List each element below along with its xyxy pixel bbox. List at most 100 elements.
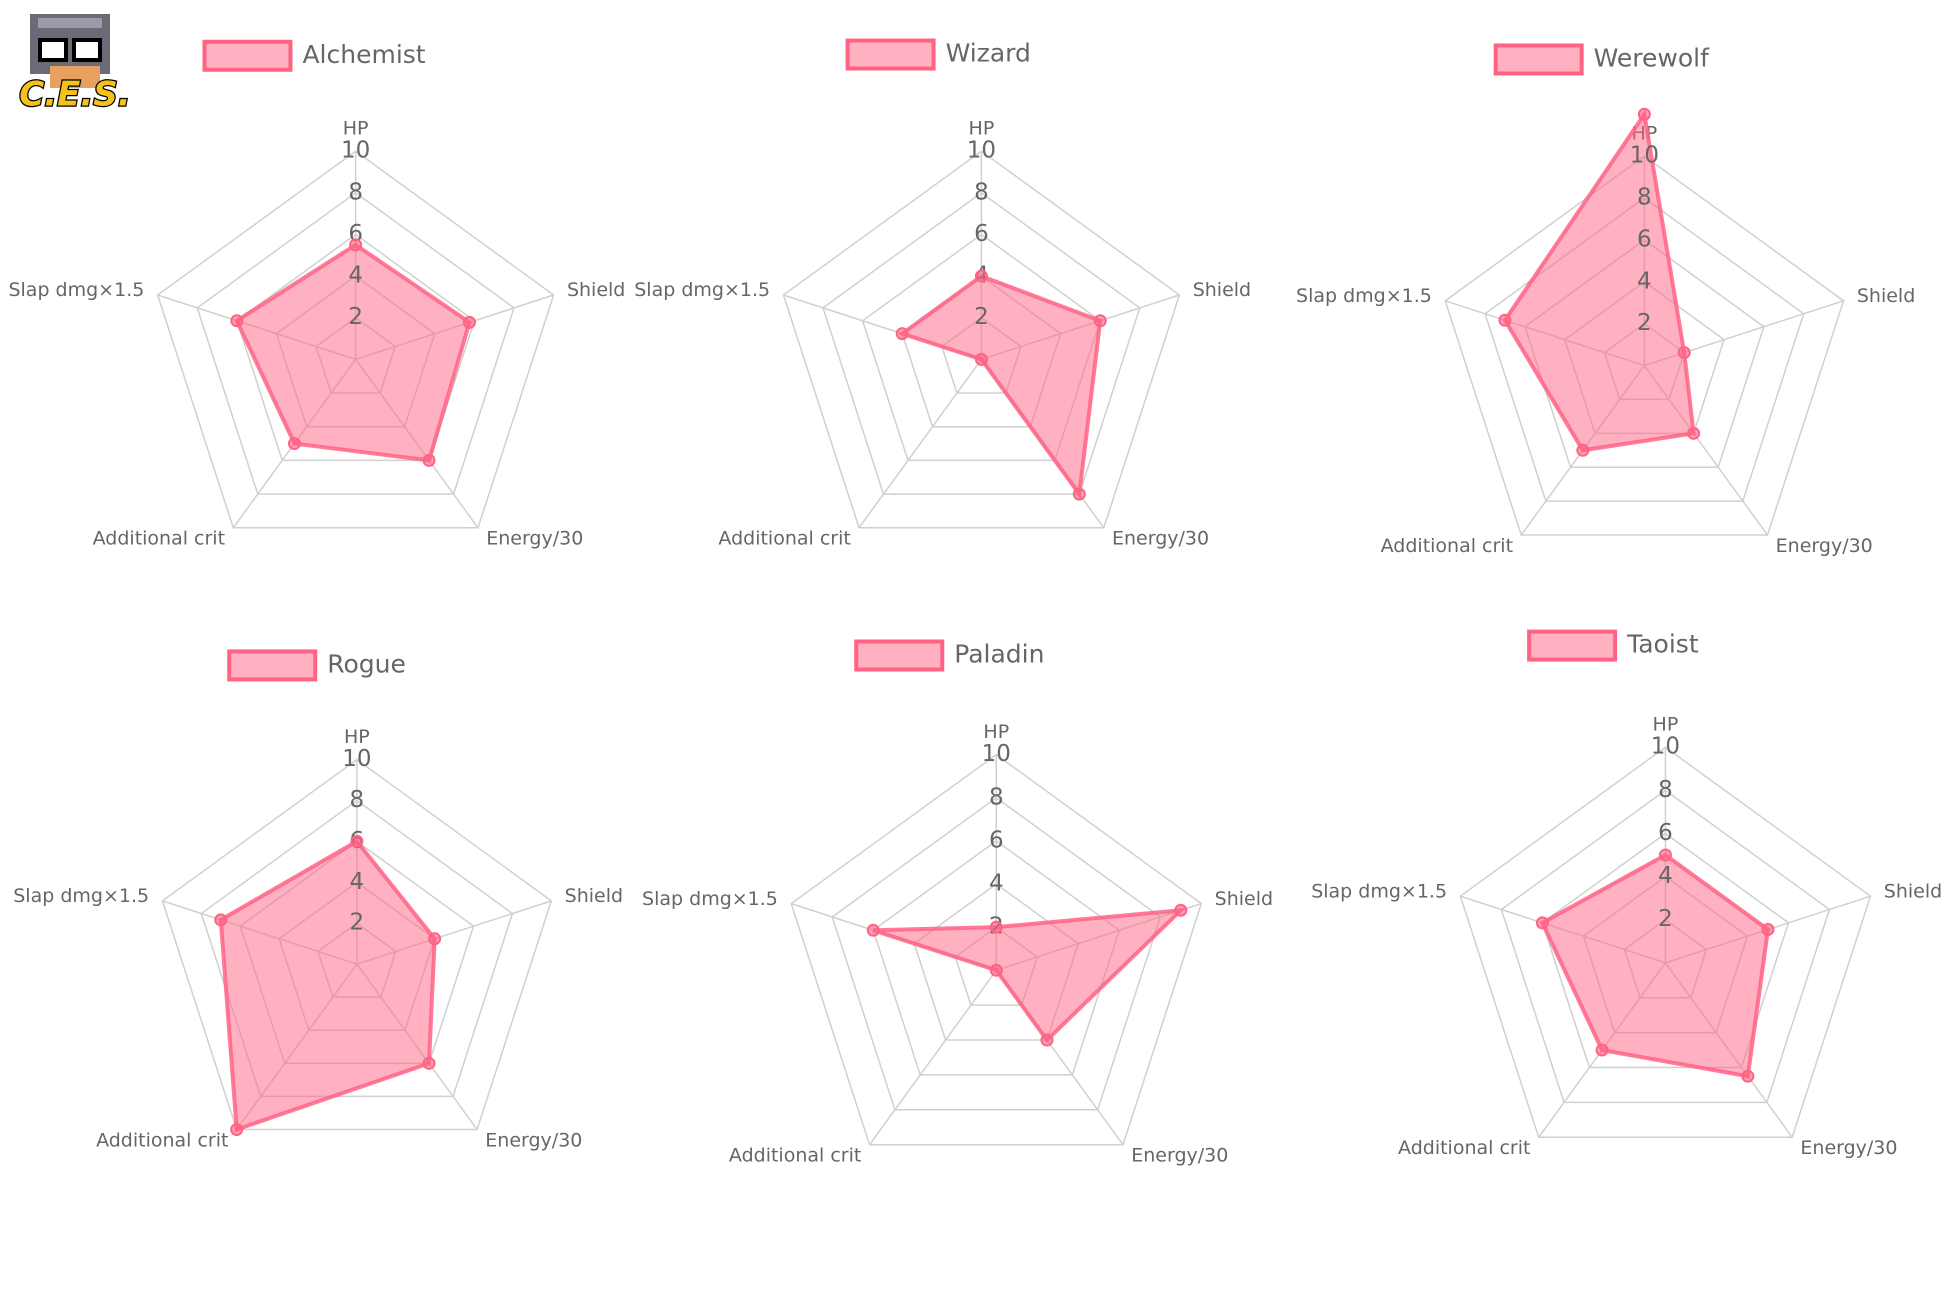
tick-label: 10 <box>967 138 996 164</box>
axis-label: Additional crit <box>96 1129 228 1151</box>
axis-label: Additional crit <box>1381 535 1513 557</box>
tick-label: 4 <box>350 869 365 895</box>
grid-ring <box>790 753 1203 1146</box>
grid-ring <box>782 150 1181 529</box>
tick-label: 6 <box>1658 820 1673 846</box>
tick-label: 8 <box>348 179 363 205</box>
axis-label: Slap dmg×1.5 <box>13 885 149 907</box>
axis-label: HP <box>344 726 370 748</box>
tick-label: 8 <box>1658 777 1673 803</box>
data-point <box>1498 313 1512 327</box>
axis-label: Slap dmg×1.5 <box>1296 285 1432 307</box>
legend-swatch <box>854 639 945 672</box>
tick-label: 2 <box>1658 906 1673 932</box>
tick-label: 4 <box>989 871 1004 897</box>
tick-label: 6 <box>989 827 1004 853</box>
data-point <box>974 269 988 283</box>
grid-ring <box>861 233 1102 462</box>
legend-label: Paladin <box>954 640 1044 669</box>
grid-ring <box>831 796 1162 1111</box>
tick-label: 2 <box>348 304 363 330</box>
data-point <box>422 453 436 467</box>
grid-ring <box>196 191 515 495</box>
data-point <box>989 963 1003 977</box>
tick-label: 10 <box>1630 143 1659 169</box>
logo-glass <box>72 38 102 62</box>
tick-label: 10 <box>342 746 371 772</box>
data-point <box>1658 848 1672 862</box>
legend-label: Werewolf <box>1594 43 1710 72</box>
data-point <box>287 437 301 451</box>
grid-ring <box>822 191 1141 495</box>
legend-label: Rogue <box>327 649 406 678</box>
tick-label: 2 <box>350 910 365 936</box>
legend-swatch <box>845 38 936 71</box>
data-area <box>1539 852 1771 1079</box>
spoke <box>868 969 997 1146</box>
data-point <box>1040 1033 1054 1047</box>
legend-label: Wizard <box>946 39 1031 68</box>
axis-label: Shield <box>1884 880 1942 902</box>
data-area <box>234 242 472 463</box>
data-point <box>1595 1043 1609 1057</box>
tick-label: 10 <box>1651 734 1680 760</box>
axis-label: HP <box>983 721 1009 743</box>
grid-ring <box>1500 789 1831 1104</box>
radar-chart: HP Shield Energy/30 Additional crit Slap dmg… <box>13 649 623 1151</box>
axis-label: Energy/30 <box>1131 1145 1228 1167</box>
data-area <box>218 838 437 1133</box>
tick-label: 4 <box>1658 863 1673 889</box>
axis-label: Additional crit <box>729 1145 861 1167</box>
logo: C.E.S. <box>18 14 132 116</box>
data-point <box>214 913 228 927</box>
data-area <box>872 907 1187 1044</box>
grid-ring <box>156 150 555 529</box>
axis-label: HP <box>969 118 995 140</box>
spoke <box>858 358 983 529</box>
tick-label: 8 <box>350 787 365 813</box>
axis-label: Slap dmg×1.5 <box>634 279 770 301</box>
data-point <box>350 834 364 848</box>
tick-label: 2 <box>974 304 989 330</box>
tick-label: 4 <box>1637 268 1652 294</box>
grid-ring <box>1444 155 1845 536</box>
legend-swatch <box>202 39 293 72</box>
logo-face <box>50 66 100 88</box>
grid-ring <box>1484 197 1805 502</box>
data-point <box>1677 346 1691 360</box>
data-point <box>1174 903 1188 917</box>
legend-label: Taoist <box>1626 630 1699 659</box>
data-point <box>989 920 1003 934</box>
tick-label: 2 <box>1637 310 1652 336</box>
data-point <box>1576 443 1590 457</box>
axis-label: Energy/30 <box>1112 528 1209 550</box>
data-point <box>866 923 880 937</box>
axis-label: Additional crit <box>93 528 225 550</box>
data-point <box>1535 916 1549 930</box>
data-point <box>230 314 244 328</box>
tick-label: 10 <box>982 741 1011 767</box>
data-point <box>462 315 476 329</box>
tick-label: 8 <box>989 784 1004 810</box>
axis-label: Energy/30 <box>485 1129 582 1151</box>
logo-glass <box>38 38 68 62</box>
legend-swatch <box>1493 43 1584 76</box>
data-area <box>1502 108 1696 453</box>
data-point <box>1761 923 1775 937</box>
tick-label: 8 <box>974 179 989 205</box>
grid-ring <box>161 758 553 1131</box>
data-area <box>897 273 1103 500</box>
axis-label: Slap dmg×1.5 <box>1311 880 1447 902</box>
axis-label: Shield <box>565 885 623 907</box>
tick-label: 6 <box>1637 226 1652 252</box>
grid-ring <box>872 839 1121 1076</box>
data-point <box>230 1122 244 1136</box>
axis-label: Energy/30 <box>1800 1137 1897 1159</box>
data-point <box>349 238 363 252</box>
